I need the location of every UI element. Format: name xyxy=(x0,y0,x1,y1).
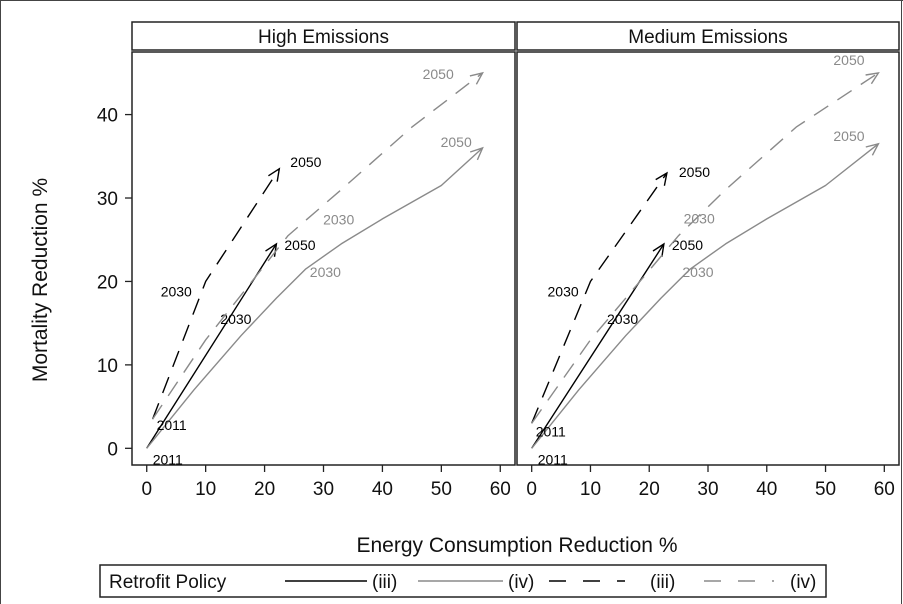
series-line xyxy=(151,168,280,420)
series-line xyxy=(531,143,879,449)
y-tick-label: 20 xyxy=(97,272,118,293)
x-tick-label: 0 xyxy=(526,479,537,500)
y-tick-label: 10 xyxy=(97,356,118,377)
legend: Retrofit Policy (iii) (iv) (iii) (iv) xyxy=(99,564,827,598)
legend-label: (iv) xyxy=(790,572,816,593)
year-label: 2050 xyxy=(833,52,864,68)
year-label: 2050 xyxy=(290,154,321,170)
y-tick-label: 0 xyxy=(107,439,118,460)
x-tick-label: 20 xyxy=(639,479,660,500)
series-line xyxy=(531,172,668,424)
y-axis-title: Mortality Reduction % xyxy=(29,178,52,382)
legend-label: (iii) xyxy=(372,572,397,593)
plot-area xyxy=(516,51,900,466)
legend-label: (iv) xyxy=(508,572,534,593)
year-label: 2030 xyxy=(323,212,354,228)
year-label: 2030 xyxy=(607,311,638,327)
y-tick-label: 40 xyxy=(97,106,118,127)
x-tick-label: 40 xyxy=(372,479,393,500)
x-axis-title: Energy Consumption Reduction % xyxy=(356,534,677,557)
legend-items: (iii) (iv) (iii) (iv) xyxy=(285,572,816,593)
x-tick-label: 40 xyxy=(756,479,777,500)
panel-strip xyxy=(131,21,516,51)
year-label: 2011 xyxy=(536,423,566,439)
series-arrowhead xyxy=(865,71,880,85)
series-arrowhead xyxy=(652,242,665,257)
panel-title: High Emissions xyxy=(258,27,389,48)
year-label: 2011 xyxy=(153,451,183,467)
year-label: 2050 xyxy=(833,128,864,144)
year-label: 2030 xyxy=(161,283,192,299)
year-label: 2050 xyxy=(284,237,315,253)
series-line xyxy=(152,72,484,420)
x-tick-label: 20 xyxy=(254,479,275,500)
year-label: 2030 xyxy=(310,264,341,280)
x-tick-label: 10 xyxy=(580,479,601,500)
x-tick-label: 30 xyxy=(313,479,334,500)
year-label: 2030 xyxy=(682,264,713,280)
panel-title: Medium Emissions xyxy=(628,27,787,48)
year-label: 2030 xyxy=(684,211,715,227)
year-label: 2050 xyxy=(423,66,454,82)
x-tick-label: 60 xyxy=(490,479,511,500)
series-arrowhead xyxy=(469,71,484,85)
year-label: 2030 xyxy=(220,311,251,327)
year-label: 2050 xyxy=(441,134,472,150)
series-arrowhead xyxy=(268,167,281,182)
plot-area xyxy=(131,51,516,466)
x-tick-label: 50 xyxy=(431,479,452,500)
legend-title: Retrofit Policy xyxy=(109,572,227,593)
year-label: 2050 xyxy=(679,164,710,180)
series-arrowhead xyxy=(865,142,880,156)
series-line xyxy=(146,147,484,449)
x-tick-label: 60 xyxy=(874,479,895,500)
year-label: 2030 xyxy=(548,283,579,299)
y-tick-label: 30 xyxy=(97,189,118,210)
panel-strip xyxy=(516,21,900,51)
year-label: 2050 xyxy=(672,237,703,253)
legend-label: (iii) xyxy=(650,572,675,593)
series-line xyxy=(531,72,879,424)
series-arrowhead xyxy=(469,146,484,161)
x-tick-label: 10 xyxy=(195,479,216,500)
x-tick-label: 50 xyxy=(815,479,836,500)
year-label: 2011 xyxy=(157,417,187,433)
x-tick-label: 30 xyxy=(697,479,718,500)
year-label: 2011 xyxy=(538,451,568,467)
series-arrowhead xyxy=(655,171,668,186)
x-tick-label: 0 xyxy=(141,479,152,500)
